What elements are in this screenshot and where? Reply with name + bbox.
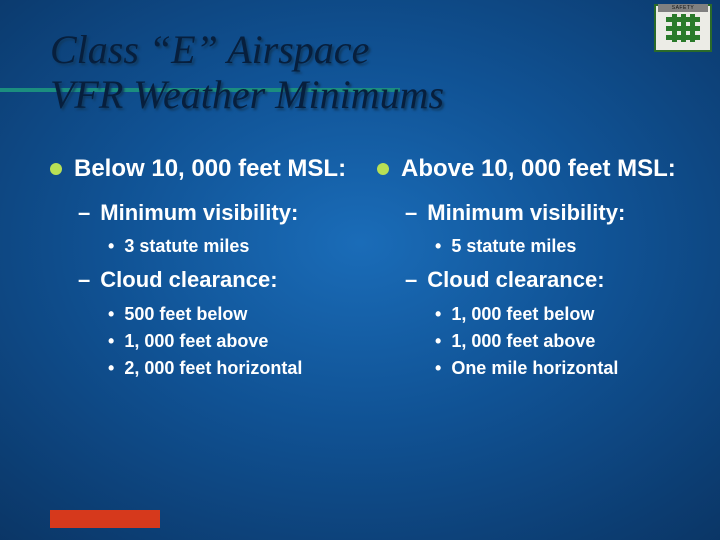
dash-icon: – (78, 199, 90, 228)
title-block: Class “E” Airspace VFR Weather Minimums (50, 28, 678, 128)
title-line-2: VFR Weather Minimums (50, 72, 444, 117)
list-item: • 5 statute miles (435, 233, 678, 260)
left-sub2-item-0: 500 feet below (124, 301, 247, 328)
right-sub1-item-0: 5 statute miles (451, 233, 576, 260)
right-sub2-item-1: 1, 000 feet above (451, 328, 595, 355)
dot-icon: • (108, 233, 114, 260)
dot-icon: • (435, 328, 441, 355)
right-sub-2-label: Cloud clearance: (427, 266, 604, 295)
dash-icon: – (405, 199, 417, 228)
dot-icon: • (435, 233, 441, 260)
slide: SAFETY Class “E” Airspace VFR Weather Mi… (0, 0, 720, 540)
bullet-icon (50, 163, 62, 175)
left-sub2-item-1: 1, 000 feet above (124, 328, 268, 355)
right-sub2-item-2: One mile horizontal (451, 355, 618, 382)
right-sub-1-label: Minimum visibility: (427, 199, 625, 228)
left-sub-1-label: Minimum visibility: (100, 199, 298, 228)
left-heading: Below 10, 000 feet MSL: (74, 154, 346, 183)
list-item: • 1, 000 feet below (435, 301, 678, 328)
right-sub2-item-0: 1, 000 feet below (451, 301, 594, 328)
right-sub-1: – Minimum visibility: (405, 199, 678, 228)
slide-title: Class “E” Airspace VFR Weather Minimums (50, 28, 678, 118)
content-columns: Below 10, 000 feet MSL: – Minimum visibi… (50, 154, 678, 382)
left-heading-row: Below 10, 000 feet MSL: (50, 154, 351, 183)
dot-icon: • (435, 301, 441, 328)
left-column: Below 10, 000 feet MSL: – Minimum visibi… (50, 154, 351, 382)
left-sub-2: – Cloud clearance: (78, 266, 351, 295)
left-sub1-item-0: 3 statute miles (124, 233, 249, 260)
left-sub2-item-2: 2, 000 feet horizontal (124, 355, 302, 382)
list-item: • 500 feet below (108, 301, 351, 328)
logo-banner: SAFETY (658, 4, 708, 12)
bullet-icon (377, 163, 389, 175)
right-heading: Above 10, 000 feet MSL: (401, 154, 676, 183)
dot-icon: • (435, 355, 441, 382)
right-sub-2: – Cloud clearance: (405, 266, 678, 295)
dot-icon: • (108, 328, 114, 355)
dash-icon: – (78, 266, 90, 295)
left-sub-2-label: Cloud clearance: (100, 266, 277, 295)
dot-icon: • (108, 301, 114, 328)
dash-icon: – (405, 266, 417, 295)
right-heading-row: Above 10, 000 feet MSL: (377, 154, 678, 183)
list-item: • 3 statute miles (108, 233, 351, 260)
list-item: • 1, 000 feet above (435, 328, 678, 355)
right-column: Above 10, 000 feet MSL: – Minimum visibi… (377, 154, 678, 382)
dot-icon: • (108, 355, 114, 382)
title-line-1: Class “E” Airspace (50, 27, 369, 72)
accent-bar (50, 510, 160, 528)
list-item: • 1, 000 feet above (108, 328, 351, 355)
list-item: • 2, 000 feet horizontal (108, 355, 351, 382)
left-sub-1: – Minimum visibility: (78, 199, 351, 228)
list-item: • One mile horizontal (435, 355, 678, 382)
